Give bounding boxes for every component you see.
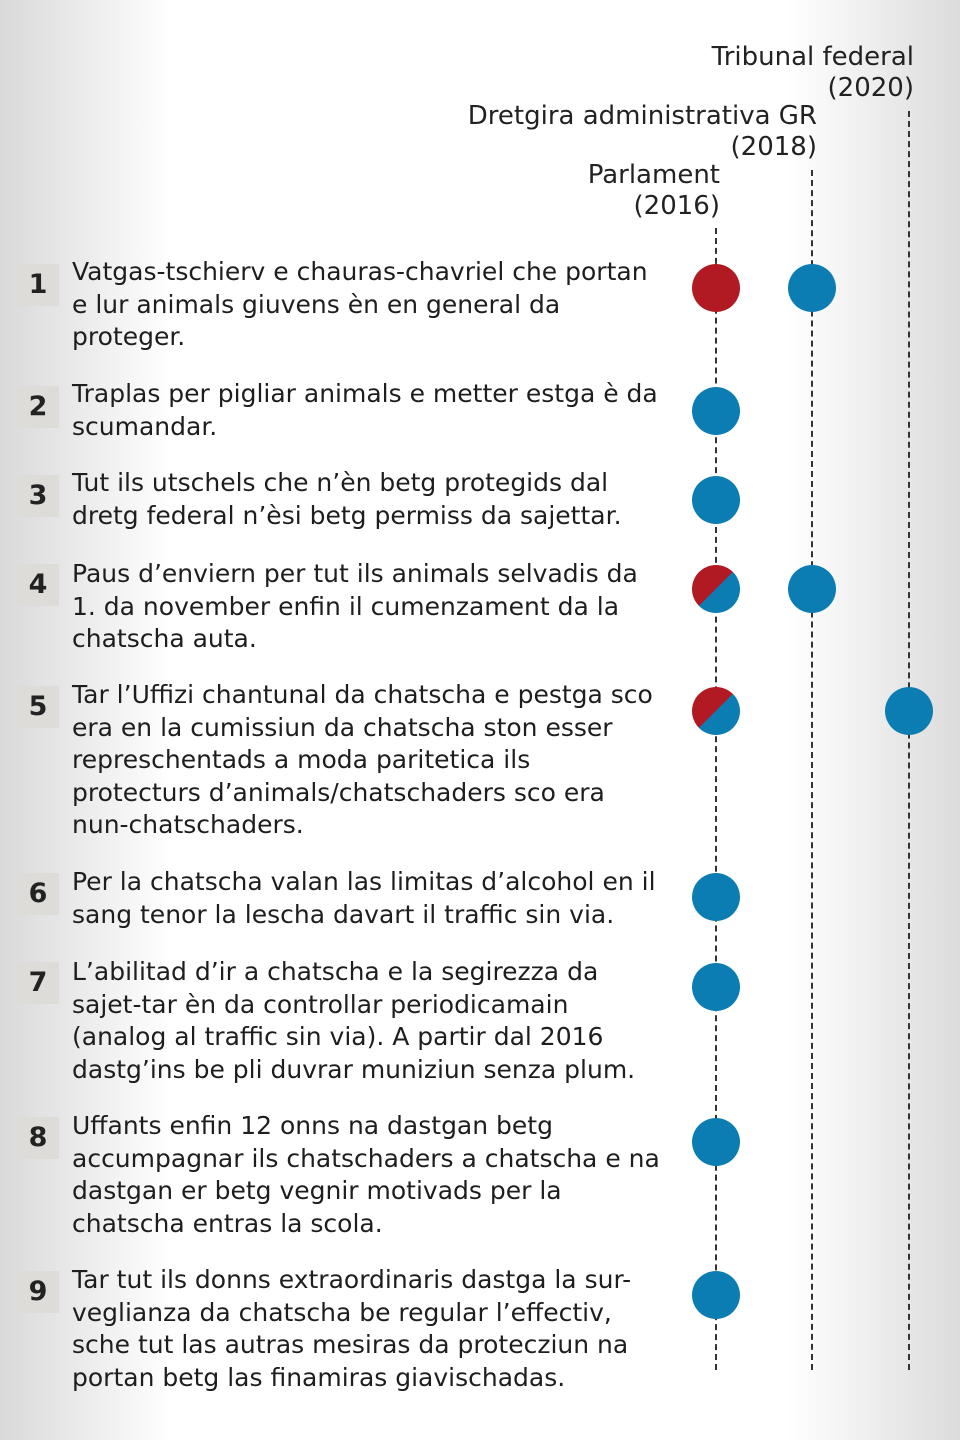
row-text: Vatgas-tschierv e chauras-chavriel che p… [72,257,648,351]
status-dot-parlament [692,264,740,312]
status-dot-parlament [692,476,740,524]
row-number: 5 [17,686,59,728]
row-number: 7 [17,962,59,1004]
status-dot-parlament [692,387,740,435]
row-number: 4 [17,564,59,606]
row-number: 1 [17,264,59,306]
row-text: L’abilitad d’ir a chatscha e la segirezz… [72,957,636,1084]
status-dot-dretgira [788,565,836,613]
row-text: Per la chatscha valan las limitas d’alco… [72,867,656,929]
row-text: Paus d’enviern per tut ils animals selva… [72,559,638,653]
status-dot-parlament [692,1118,740,1166]
row-text: Tar tut ils donns extraordinaris dastga … [72,1265,632,1392]
timeline-line-tribunal [908,111,910,1370]
status-dot-parlament [692,963,740,1011]
row-number: 9 [17,1271,59,1313]
status-dot-dretgira [788,264,836,312]
status-dot-parlament [692,1271,740,1319]
row-number: 8 [17,1117,59,1159]
row-number: 6 [17,873,59,915]
row-number: 3 [17,475,59,517]
row-number: 2 [17,386,59,428]
status-dot-parlament [692,565,740,613]
row-text: Traplas per pigliar animals e metter est… [72,379,658,441]
timeline-line-dretgira [811,170,813,1370]
timeline-line-parlament [715,228,717,1370]
row-text: Tut ils utschels che n’èn betg protegids… [72,468,622,530]
column-header-dretgira: Dretgira administrativa GR (2018) [467,101,817,162]
status-dot-tribunal [885,687,933,735]
column-header-tribunal: Tribunal federal (2020) [711,42,914,103]
status-dot-parlament [692,687,740,735]
row-text: Tar l’Uffizi chantunal da chatscha e pes… [72,680,653,839]
row-text: Uffants enfin 12 onns na dastgan betg ac… [72,1111,660,1238]
status-dot-parlament [692,873,740,921]
column-header-parlament: Parlament (2016) [587,160,720,221]
